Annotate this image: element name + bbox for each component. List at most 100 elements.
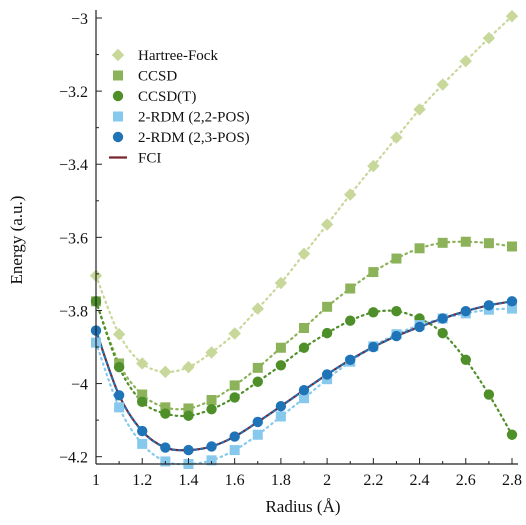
hartree-fock-point bbox=[297, 247, 311, 260]
ccsd-point bbox=[322, 301, 333, 312]
hartree-fock-point bbox=[159, 365, 172, 379]
ccsd-t-point bbox=[483, 389, 495, 400]
2-rdm-2-2-pos-point bbox=[299, 393, 309, 404]
2-rdm-2-2-pos-point bbox=[252, 429, 263, 440]
2-rdm-2-3-pos-point bbox=[183, 444, 194, 456]
2-rdm-2-3-pos-point bbox=[506, 296, 518, 307]
ccsd-point bbox=[368, 267, 379, 278]
hartree-fock-point bbox=[274, 276, 288, 290]
y-tick-label: −3.6 bbox=[59, 230, 88, 247]
hartree-fock-point bbox=[436, 78, 449, 91]
2-rdm-2-3-pos-point bbox=[391, 330, 402, 342]
ccsd-t-point bbox=[368, 307, 379, 318]
x-tick-label: 1.2 bbox=[132, 472, 152, 489]
ccsd-point bbox=[414, 243, 425, 254]
legend-swatch-2-rdm-2-2-pos bbox=[113, 111, 123, 122]
ccsd-point bbox=[183, 403, 194, 414]
2-rdm-2-3-pos-point bbox=[321, 369, 333, 380]
ccsd-t-point bbox=[345, 315, 356, 326]
ccsd-t-point bbox=[252, 376, 263, 387]
legend-swatch-2-rdm-2-3-pos bbox=[112, 131, 124, 143]
y-tick-label: −3.4 bbox=[59, 157, 88, 174]
hartree-fock-point bbox=[205, 346, 218, 359]
ccsd-t-point bbox=[229, 392, 240, 403]
ccsd-point bbox=[299, 323, 309, 334]
2-rdm-2-3-pos-point bbox=[113, 390, 125, 401]
legend-swatch-ccsd-t bbox=[112, 90, 124, 102]
y-tick-label: −3.2 bbox=[59, 84, 88, 101]
legend-label-2-rdm-2-2-pos: 2-RDM (2,2-POS) bbox=[138, 110, 250, 126]
x-axis-title: Radius (Å) bbox=[265, 497, 340, 516]
hartree-fock-point bbox=[228, 327, 241, 340]
x-tick-label: 2.2 bbox=[363, 472, 383, 489]
y-tick-label: −3.8 bbox=[59, 303, 88, 320]
ccsd-point bbox=[252, 362, 263, 373]
ccsd-point bbox=[206, 395, 217, 406]
x-tick-label: 2.8 bbox=[502, 472, 522, 489]
ccsd-t-point bbox=[137, 396, 148, 408]
ccsd-t-point bbox=[275, 360, 287, 371]
2-rdm-2-3-pos-point bbox=[368, 341, 379, 353]
series-markers bbox=[89, 9, 519, 469]
ccsd-point bbox=[137, 389, 148, 400]
legend-swatch-ccsd bbox=[113, 70, 123, 81]
ccsd-point bbox=[160, 402, 171, 413]
ccsd-point bbox=[275, 342, 286, 353]
ccsd-t-point bbox=[506, 429, 518, 440]
2-rdm-2-3-pos-point bbox=[483, 300, 495, 311]
legend-label-ccsd-t: CCSD(T) bbox=[138, 89, 196, 105]
hartree-fock-point bbox=[459, 54, 472, 68]
y-axis-title: Energy (a.u.) bbox=[7, 196, 26, 285]
2-rdm-2-3-pos-point bbox=[160, 442, 171, 453]
hartree-fock-point bbox=[182, 360, 195, 374]
hartree-fock-point bbox=[251, 302, 264, 315]
legend-label-2-rdm-2-3-pos: 2-RDM (2,3-POS) bbox=[138, 130, 250, 146]
y-tick-label: −3 bbox=[71, 11, 88, 28]
ticks-layer: 1 1.2 1.4 1.6 1.8 2 2.2 2.4 2.6 2.8 −3 −3.2 −3.4 −3.6… bbox=[59, 11, 522, 489]
x-tick-label: 2.4 bbox=[410, 472, 430, 489]
hartree-fock-point bbox=[505, 9, 519, 23]
ccsd-t-point bbox=[460, 354, 471, 366]
x-tick-label: 1.8 bbox=[271, 472, 291, 489]
2-rdm-2-2-pos-point bbox=[114, 402, 125, 413]
2-rdm-2-2-pos-point bbox=[507, 303, 517, 314]
x-tick-label: 1 bbox=[92, 472, 100, 489]
ccsd-point bbox=[229, 380, 240, 391]
hartree-fock-point bbox=[482, 31, 496, 45]
ccsd-point bbox=[460, 236, 471, 247]
ccsd-t-point bbox=[206, 403, 217, 415]
legend-label-hartree-fock: Hartree-Fock bbox=[138, 48, 218, 64]
2-rdm-2-3-pos-point bbox=[414, 321, 425, 333]
legend-label-fci: FCI bbox=[138, 151, 161, 167]
2-rdm-2-2-pos-point bbox=[229, 445, 240, 456]
2-rdm-2-3-pos-point bbox=[137, 425, 148, 437]
2-rdm-2-3-pos-point bbox=[437, 313, 448, 324]
ccsd-t-point bbox=[321, 327, 333, 339]
x-tick-label: 2 bbox=[323, 472, 331, 489]
hartree-fock-point bbox=[136, 357, 149, 370]
legend-swatch-hartree-fock bbox=[111, 48, 125, 62]
y-tick-label: −4 bbox=[71, 377, 88, 394]
2-rdm-2-3-pos-point bbox=[460, 305, 471, 317]
2-rdm-2-3-pos-point bbox=[229, 431, 240, 442]
hartree-fock-point bbox=[344, 188, 357, 201]
2-rdm-2-2-pos-point bbox=[275, 411, 286, 422]
ccsd-point bbox=[437, 237, 448, 248]
2-rdm-2-3-pos-point bbox=[206, 441, 217, 452]
2-rdm-2-3-pos-point bbox=[275, 401, 287, 412]
2-rdm-2-2-pos-point bbox=[206, 455, 217, 466]
legend-label-ccsd: CCSD bbox=[138, 69, 177, 85]
ccsd-point bbox=[345, 283, 356, 294]
hartree-fock-point bbox=[320, 218, 334, 231]
ccsd-point bbox=[391, 253, 402, 264]
hartree-fock-point bbox=[367, 159, 380, 173]
hartree-fock-point bbox=[413, 103, 426, 116]
ccsd-t-point bbox=[391, 305, 402, 317]
y-tick-label: −4.2 bbox=[59, 450, 88, 467]
ccsd-t-point bbox=[113, 361, 125, 373]
ccsd-t-point bbox=[437, 327, 448, 339]
ccsd-point bbox=[483, 238, 494, 249]
ccsd-t-point bbox=[160, 408, 171, 419]
